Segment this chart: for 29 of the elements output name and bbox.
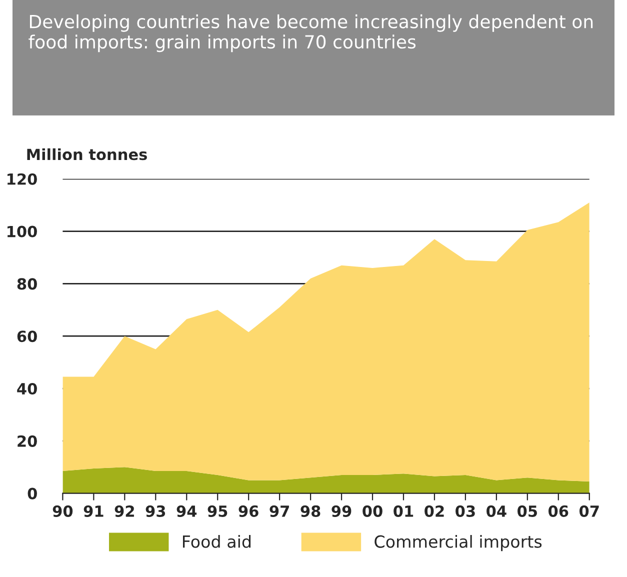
x-tick-label: 03 [456,505,475,517]
x-tick-label: 07 [579,505,599,517]
chart-title: Developing countries have become increasingly dependent on food imports: grain imports in 70 countries [28,14,593,52]
x-tick-label: 01 [394,505,414,517]
y-tick-label: 0 [28,488,37,500]
x-tick-label: 98 [300,505,320,517]
y-tick-label: 40 [17,382,37,395]
legend-label: Commercial imports [374,534,542,552]
x-tick-label: 93 [146,505,166,517]
y-tick-label: 60 [17,330,37,342]
x-tick-label: 94 [176,505,197,517]
x-tick-label: 99 [332,505,352,517]
y-tick-label: 80 [17,278,37,290]
y-tick-label: 20 [18,435,37,447]
x-tick-label: 06 [548,505,568,517]
x-tick-label: 92 [114,505,134,517]
x-tick-label: 05 [518,505,537,517]
x-tick-label: 91 [84,505,104,517]
x-tick-label: 95 [208,505,228,517]
x-tick-label: 96 [238,505,258,517]
x-tick-label: 97 [270,505,289,517]
y-axis-title: Million tonnes [27,148,147,160]
y-tick-label: 120 [8,173,37,185]
x-tick-label: 00 [362,505,382,517]
x-tick-label: 02 [424,505,444,517]
legend-label: Food aid [182,534,251,548]
x-tick-label: 90 [52,505,73,517]
y-tick-label: 100 [8,226,37,238]
x-tick-label: 04 [486,505,506,517]
